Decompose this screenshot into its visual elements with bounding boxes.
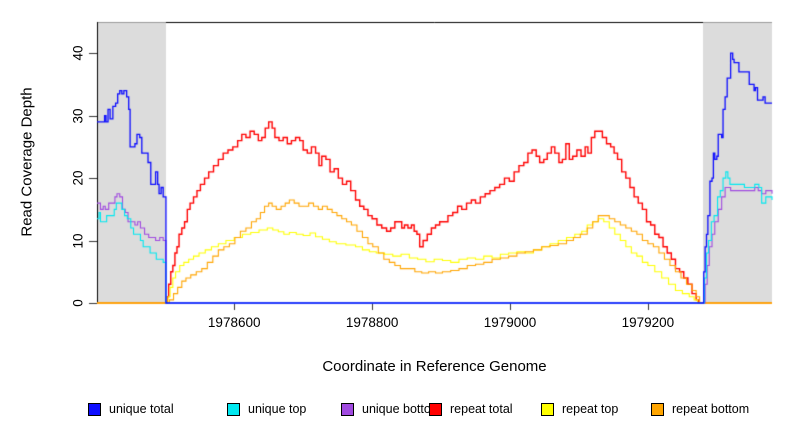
legend-swatch-icon: [227, 402, 240, 416]
legend-swatch-icon: [651, 402, 664, 416]
legend-item-unique-top: unique top: [227, 402, 306, 416]
legend-swatch-icon: [88, 402, 101, 416]
y-axis-title: Read Coverage Depth: [18, 87, 36, 237]
x-tick-label: 1978600: [207, 315, 261, 330]
x-tick-label: 1979200: [621, 315, 675, 330]
x-tick-label: 1978800: [345, 315, 399, 330]
legend-item-unique-bottom: unique bottom: [341, 402, 441, 416]
legend-label: unique bottom: [362, 402, 442, 416]
y-tick-label: 10: [70, 233, 86, 249]
y-tick-label: 30: [70, 108, 86, 124]
legend-item-repeat-top: repeat top: [541, 402, 618, 416]
legend-label: unique top: [248, 402, 307, 416]
legend-label: repeat bottom: [672, 402, 750, 416]
legend-swatch-icon: [341, 402, 354, 416]
y-tick-label: 20: [70, 170, 86, 186]
legend-label: repeat top: [562, 402, 619, 416]
x-axis-title: Coordinate in Reference Genome: [322, 358, 547, 375]
x-tick-label: 1979000: [483, 315, 537, 330]
legend-swatch-icon: [541, 402, 554, 416]
legend-swatch-icon: [429, 402, 442, 416]
y-tick-label: 40: [70, 45, 86, 61]
legend-item-repeat-total: repeat total: [429, 402, 513, 416]
legend-label: unique total: [109, 402, 174, 416]
legend-label: repeat total: [450, 402, 513, 416]
legend-item-unique-total: unique total: [88, 402, 174, 416]
y-tick-label: 0: [70, 299, 86, 307]
legend-item-repeat-bottom: repeat bottom: [651, 402, 749, 416]
